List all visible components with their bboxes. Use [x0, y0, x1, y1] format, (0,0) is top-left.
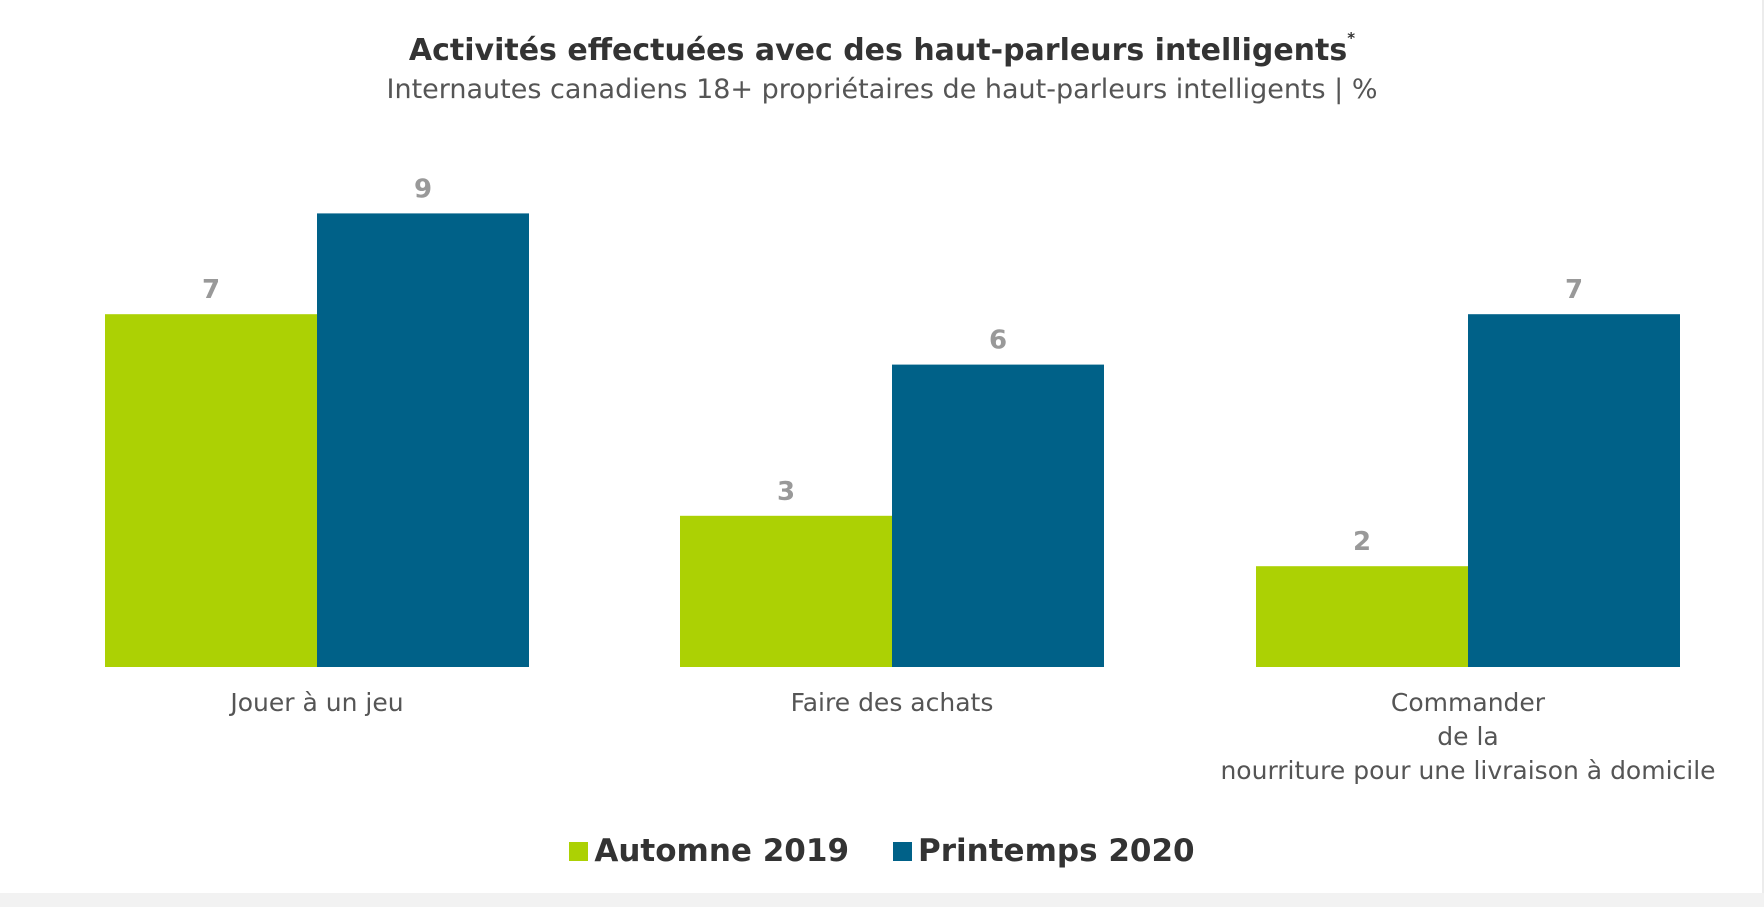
right-edge-divider [1762, 0, 1764, 907]
category-label-line: nourriture pour une livraison à domicile [1220, 756, 1715, 785]
value-label-commander-printemps-2020: 7 [1565, 275, 1583, 305]
chart-title-text: Activités effectuées avec des haut-parle… [408, 33, 1348, 68]
legend-swatch-printemps-2020 [893, 841, 913, 861]
category-label-line: Jouer à un jeu [228, 688, 403, 717]
legend-label-printemps-2020: Printemps 2020 [918, 833, 1195, 869]
value-label-commander-automne-2019: 2 [1353, 527, 1371, 557]
value-label-jouer-a-un-jeu-automne-2019: 7 [202, 275, 220, 305]
category-label-line: de la [1437, 722, 1498, 751]
legend-item-printemps-2020: Printemps 2020 [893, 833, 1195, 869]
value-label-jouer-a-un-jeu-printemps-2020: 9 [414, 174, 432, 204]
title-footnote-marker: * [1347, 29, 1356, 47]
bar-commander-automne-2019 [1256, 566, 1468, 667]
legend-swatch-automne-2019 [569, 841, 589, 861]
category-label-commander: Commander de la nourriture pour une livrai… [1220, 688, 1715, 785]
bar-jouer-a-un-jeu-automne-2019 [105, 314, 317, 667]
category-label-line: Faire des achats [791, 688, 994, 717]
legend-label-automne-2019: Automne 2019 [594, 833, 850, 869]
category-label-line: Commander [1391, 688, 1546, 717]
bar-jouer-a-un-jeu-printemps-2020 [317, 213, 529, 667]
chart-subtitle: Internautes canadiens 18+ propriétaires … [386, 74, 1378, 105]
bar-faire-des-achats-printemps-2020 [892, 364, 1104, 667]
bottom-strip [0, 893, 1764, 907]
value-label-faire-des-achats-printemps-2020: 6 [989, 326, 1007, 356]
category-label-jouer-a-un-jeu: Jouer à un jeu [228, 688, 403, 717]
legend: Automne 2019 Printemps 2020 [0, 833, 1764, 869]
bar-faire-des-achats-automne-2019 [680, 515, 892, 667]
value-label-faire-des-achats-automne-2019: 3 [777, 477, 795, 507]
legend-item-automne-2019: Automne 2019 [569, 833, 849, 869]
bar-commander-printemps-2020 [1468, 314, 1680, 667]
chart-title: Activités effectuées avec des haut-parle… [0, 29, 1764, 68]
category-label-faire-des-achats: Faire des achats [791, 688, 994, 717]
